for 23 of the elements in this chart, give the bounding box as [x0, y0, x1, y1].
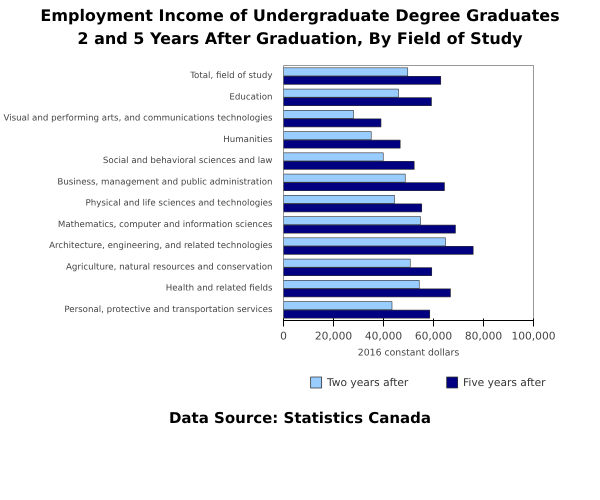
chart-title: Employment Income of Undergraduate Degree Graduates 2 and 5 Years After Graduation, By Field of Study: [40, 5, 560, 50]
y-tick-label: Architecture, engineering, and related technologies: [49, 240, 273, 251]
x-tick-label: 20,000: [314, 329, 352, 342]
y-tick-label: Mathematics, computer and information sciences: [58, 220, 273, 230]
y-tick-label: Visual and performing arts, and communications technologies: [3, 113, 273, 124]
y-tick-label: Education: [229, 92, 273, 102]
y-tick-label: Personal, protective and transportation services: [64, 304, 273, 315]
x-tick-label: 40,000: [364, 329, 402, 342]
legend-label: Two years after: [326, 376, 409, 389]
x-axis-title: 2016 constant dollars: [358, 347, 460, 358]
x-tick-label: 80,000: [464, 329, 502, 342]
y-tick-label: Humanities: [223, 134, 273, 145]
x-tick-label: 100,000: [511, 329, 556, 342]
y-tick-label: Social and behavioral sciences and law: [102, 156, 273, 166]
y-tick-label: Business, management and public administration: [57, 177, 273, 188]
y-tick-label: Agriculture, natural resources and conservation: [66, 262, 273, 272]
legend-label: Five years after: [463, 376, 546, 389]
source-note: Data Source: Statistics Canada: [168, 408, 432, 429]
x-tick-label: 0: [280, 329, 288, 342]
y-tick-label: Physical and life sciences and technologies: [86, 198, 273, 208]
y-tick-label: Health and related fields: [166, 283, 273, 294]
y-tick-label: Total, field of study: [189, 70, 273, 81]
x-tick-label: 60,000: [414, 329, 452, 342]
